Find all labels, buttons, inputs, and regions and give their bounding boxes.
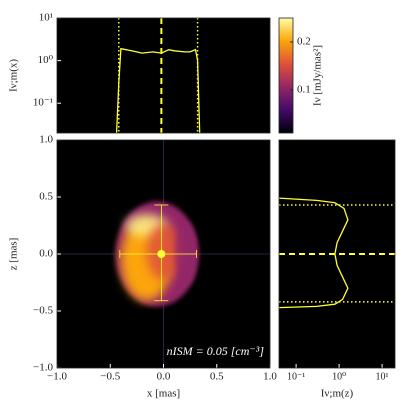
y-tick-label: 0.0 bbox=[39, 248, 53, 260]
x-tick-label: 10¹ bbox=[376, 371, 389, 382]
y-tick-label: −0.5 bbox=[33, 305, 53, 317]
plot-area bbox=[57, 18, 270, 133]
panel-frame bbox=[56, 139, 271, 369]
x-tick-label: 10⁰ bbox=[332, 371, 346, 382]
panel-background bbox=[279, 140, 395, 368]
panel-background bbox=[57, 18, 270, 133]
profile-line bbox=[279, 197, 349, 309]
y-tick-label: 10⁰ bbox=[38, 54, 54, 66]
y-tick-label: 10¹ bbox=[39, 12, 53, 24]
y-axis-label: z [mas] bbox=[8, 238, 20, 271]
plot-area bbox=[279, 140, 395, 368]
profile-line bbox=[115, 47, 201, 133]
x-axis-label: Iν;m(z) bbox=[321, 388, 354, 400]
centroid bbox=[157, 250, 166, 258]
panel-frame bbox=[56, 17, 271, 134]
x-tick-label: −0.5 bbox=[100, 371, 120, 383]
x-tick-label: 0.0 bbox=[157, 371, 171, 383]
plot-area bbox=[279, 18, 293, 133]
y-tick-label: 10⁻¹ bbox=[33, 97, 53, 109]
y-tick-label: −1.0 bbox=[33, 362, 53, 374]
colorbar bbox=[279, 18, 293, 133]
x-tick-label: 1.0 bbox=[263, 371, 277, 383]
y-axis-label: Iν;m(x) bbox=[8, 59, 20, 92]
y-tick-label: 1.0 bbox=[39, 134, 53, 146]
panel-frame bbox=[278, 139, 396, 369]
annotation: nISM = 0.05 [cm⁻³] bbox=[167, 344, 265, 358]
x-tick-label: 10⁻¹ bbox=[287, 371, 305, 382]
colorbar-label: Iν [mJy/mas²] bbox=[312, 45, 324, 106]
panel-frame bbox=[278, 17, 294, 134]
y-tick-label: 0.1 bbox=[297, 83, 311, 95]
plot-area bbox=[57, 140, 270, 368]
x-axis-label: x [mas] bbox=[147, 388, 180, 400]
y-tick-label: 0.2 bbox=[297, 35, 311, 47]
y-tick-label: 0.5 bbox=[39, 191, 53, 203]
x-tick-label: −1.0 bbox=[47, 371, 67, 383]
x-tick-label: 0.5 bbox=[210, 371, 224, 383]
